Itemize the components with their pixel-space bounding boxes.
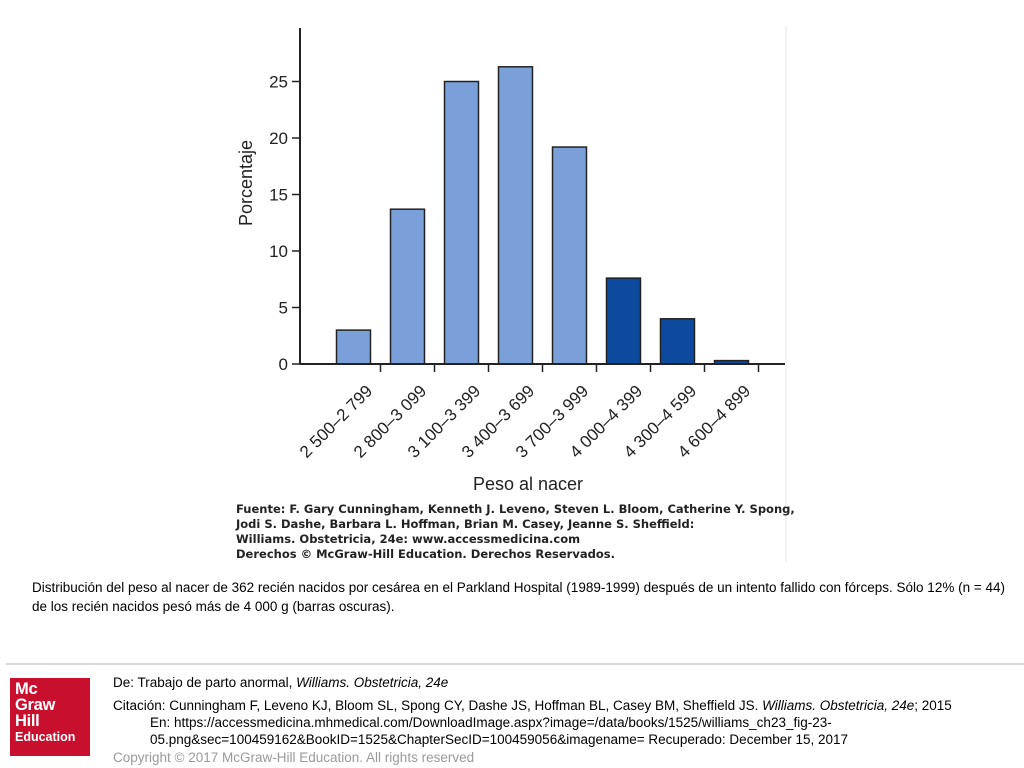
- bar-5: [605, 277, 642, 365]
- source-chapter: De: Trabajo de parto anormal, Williams. …: [113, 675, 449, 690]
- x-axis-title: Peso al nacer: [473, 474, 583, 494]
- citation: Citación: Cunningham F, Leveno KJ, Bloom…: [113, 698, 952, 713]
- source-line: Fuente: F. Gary Cunningham, Kenneth J. L…: [236, 502, 795, 516]
- source-line: Jodi S. Dashe, Barbara L. Hoffman, Brian…: [236, 517, 695, 531]
- y-tick-label: 15: [269, 186, 288, 205]
- footer-divider: [6, 663, 1024, 665]
- copyright-notice: Copyright © 2017 McGraw-Hill Education. …: [113, 750, 475, 765]
- bar-1: [389, 208, 426, 365]
- book-title: Williams. Obstetricia, 24e: [296, 675, 449, 690]
- citation-url-continued: 05.png&sec=100459162&BookID=1525&Chapter…: [150, 732, 849, 747]
- y-tick-label: 20: [269, 129, 288, 148]
- y-tick-label: 25: [269, 73, 288, 92]
- bar-6: [659, 318, 696, 365]
- source-line: Williams. Obstetricia, 24e: www.accessme…: [236, 532, 581, 546]
- bar-2: [443, 80, 480, 365]
- book-title: Williams. Obstetricia, 24e: [762, 698, 915, 713]
- bar-0: [335, 329, 372, 365]
- mcgraw-hill-logo: Mc Graw Hill Education: [10, 678, 90, 756]
- citation-url[interactable]: En: https://accessmedicina.mhmedical.com…: [150, 715, 832, 730]
- citation-footer: De: Trabajo de parto anormal, Williams. …: [113, 674, 1013, 766]
- figure-source: Fuente: F. Gary Cunningham, Kenneth J. L…: [236, 502, 796, 562]
- source-line: Derechos © McGraw-Hill Education. Derech…: [236, 547, 615, 561]
- y-ticks: 0 5 10 15 20 25: [269, 73, 300, 374]
- y-tick-label: 5: [279, 299, 288, 318]
- figure-caption: Distribución del peso al nacer de 362 re…: [32, 580, 1005, 614]
- y-axis-title: Porcentaje: [236, 140, 256, 226]
- y-tick-label: 10: [269, 242, 288, 261]
- bar-3: [497, 66, 534, 365]
- y-tick-label: 0: [279, 355, 288, 374]
- bar-4: [551, 146, 588, 365]
